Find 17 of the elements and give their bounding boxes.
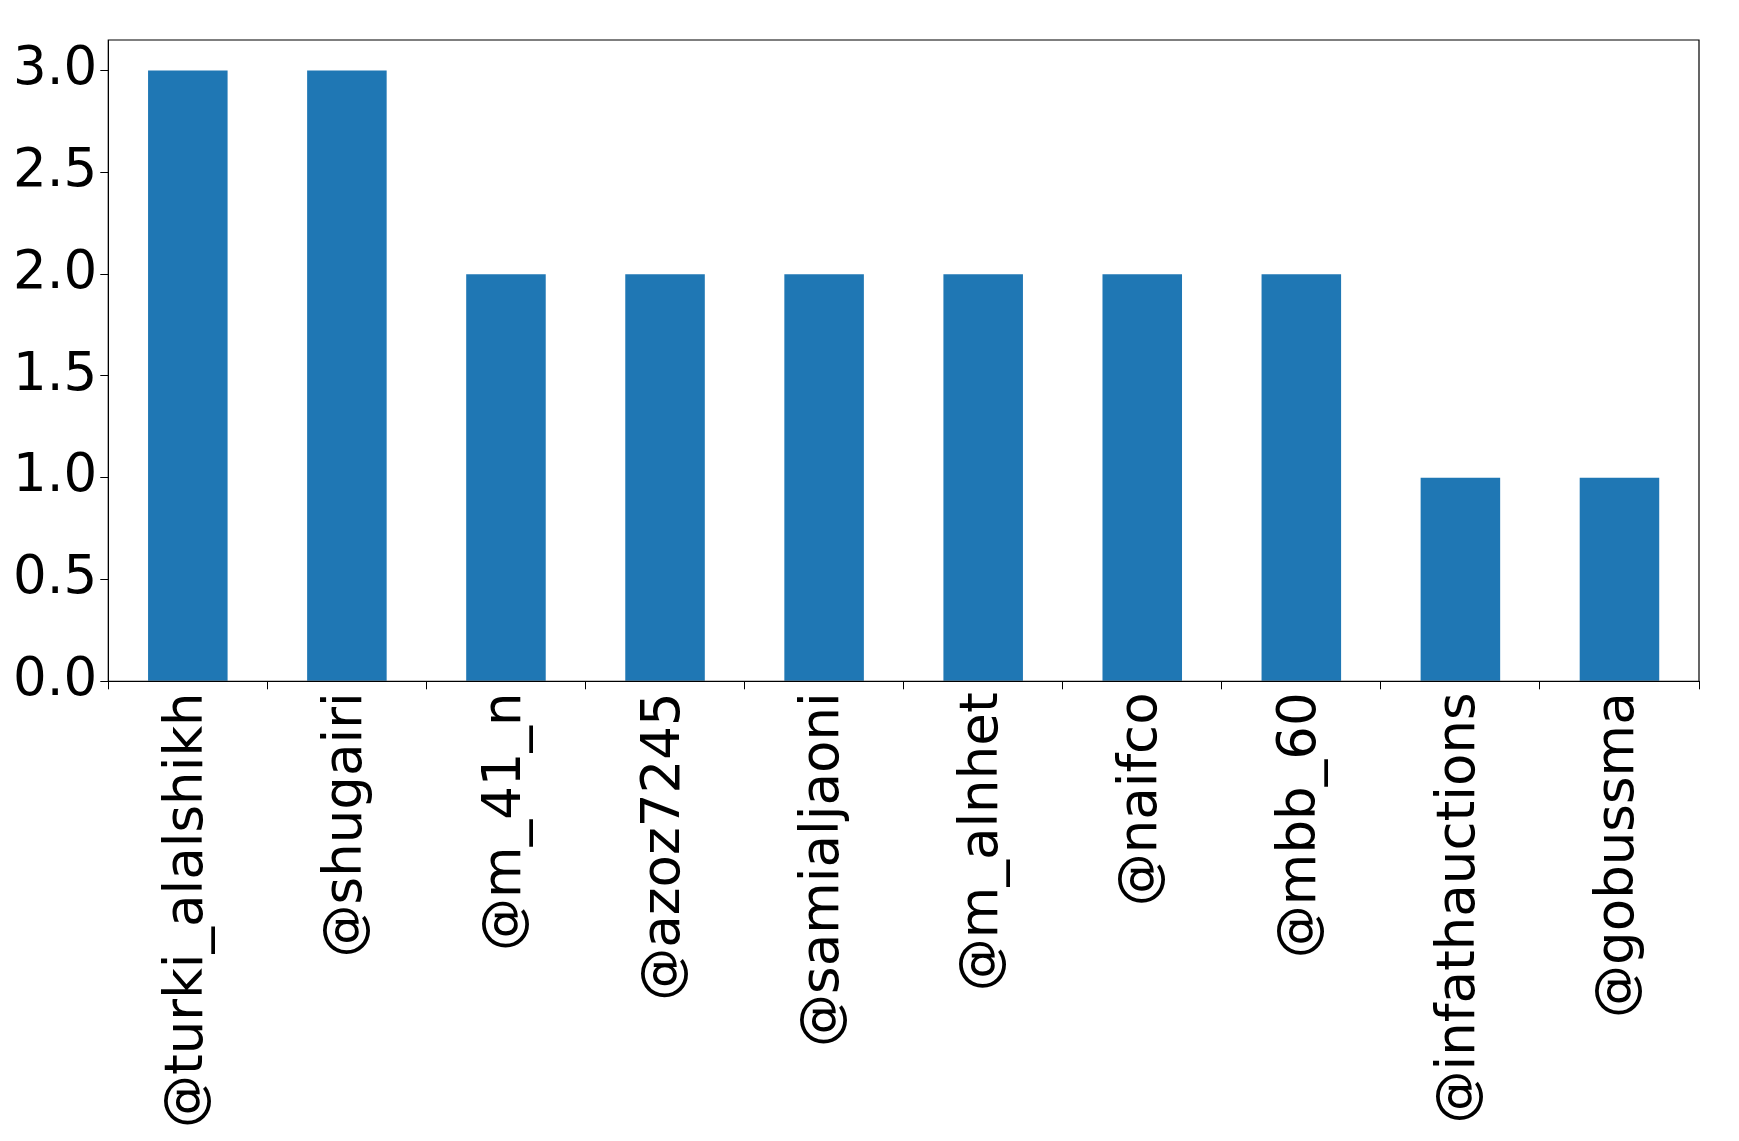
x-tick-label: @gobussma	[1584, 692, 1646, 1018]
x-tick-label: @m_alnhet	[947, 692, 1010, 992]
x-tick-label: @mbb_60	[1266, 692, 1329, 959]
y-tick-label: 0.5	[12, 544, 98, 606]
y-tick-label: 1.0	[12, 442, 98, 504]
x-tick-label: @shugairi	[311, 692, 373, 958]
y-tick-label: 2.5	[12, 137, 98, 199]
y-tick-label: 1.5	[12, 340, 98, 402]
x-tick-label: @samialjaoni	[788, 692, 850, 1047]
x-tick-label: @turki_alalshikh	[152, 692, 215, 1129]
y-tick-label: 2.0	[12, 238, 98, 300]
x-tick-label: @infathauctions	[1425, 692, 1487, 1124]
y-tick-label: 0.0	[12, 646, 98, 708]
x-tick-label: @m_41_n	[470, 692, 533, 951]
x-tick-label: @azoz7245	[629, 692, 691, 1001]
x-tick-label: @naifco	[1107, 692, 1169, 907]
y-tick-label: 3.0	[12, 35, 98, 97]
